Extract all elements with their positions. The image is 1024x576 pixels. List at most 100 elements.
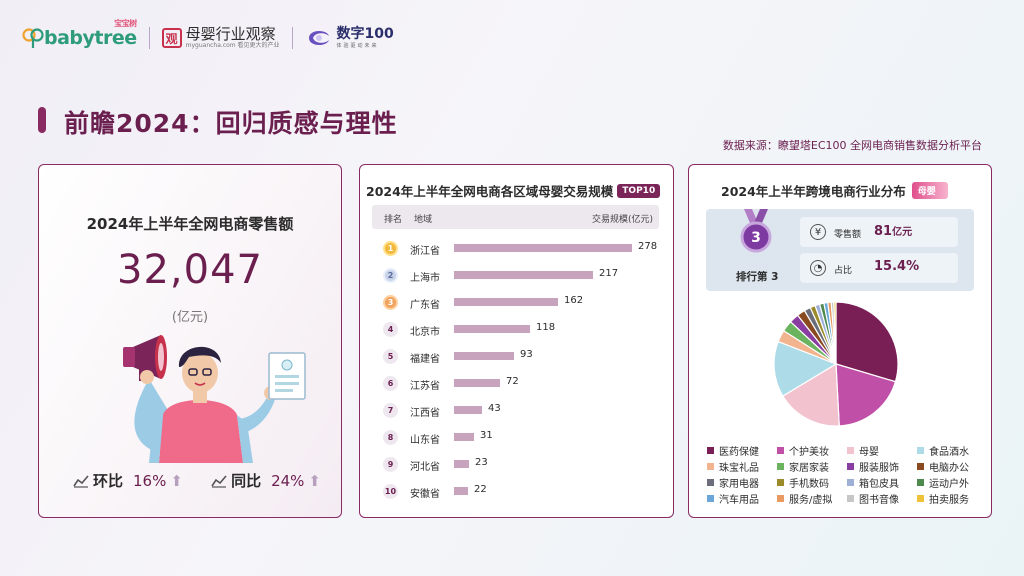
share-box: ◔ 占比 15.4%	[800, 253, 958, 283]
yoy-value: 24%	[271, 471, 305, 490]
sales-value: 81亿元	[874, 224, 913, 239]
growth-stats: 环比 16% ⬆ 同比 24% ⬆	[73, 470, 321, 491]
trend-icon	[73, 474, 89, 488]
legend-swatch	[777, 446, 784, 454]
mom-label: 环比	[93, 472, 124, 490]
rank-label: 排行第 3	[736, 271, 779, 283]
legend-swatch	[847, 446, 854, 454]
region-label: 上海市	[410, 273, 440, 284]
rank-medal-icon: 1	[383, 241, 398, 256]
bar-value-label: 118	[536, 322, 556, 333]
muying-name: 母婴行业观察	[185, 25, 276, 43]
pie-slice	[835, 301, 899, 383]
muying-summary-panel: 3 排行第 3 ¥ 零售额 81亿元 ◔ 占比 15.4%	[706, 209, 974, 291]
industry-pie-chart	[773, 301, 899, 427]
legend-label: 个护美妆	[789, 446, 829, 458]
legend-swatch	[707, 462, 714, 470]
bar-value-label: 43	[488, 403, 501, 414]
legend-item: 拍卖服务	[917, 491, 987, 506]
rank-number: 4	[383, 322, 398, 337]
header-region: 地域	[414, 215, 433, 225]
muying-seal: 观	[161, 28, 182, 48]
up-arrow-icon: ⬆	[170, 471, 183, 490]
rank-number: 6	[383, 376, 398, 391]
bar	[454, 298, 558, 306]
legend-swatch	[707, 478, 714, 486]
legend-label: 母婴	[859, 446, 879, 458]
sales-box: ¥ 零售额 81亿元	[800, 217, 958, 247]
region-label: 浙江省	[410, 246, 440, 257]
legend-item: 箱包皮具	[847, 475, 917, 490]
legend-item: 个护美妆	[777, 443, 847, 458]
region-label: 广东省	[410, 300, 440, 311]
bar	[454, 487, 468, 495]
top10-badge: TOP10	[617, 183, 661, 198]
legend-swatch	[777, 478, 784, 486]
legend-item: 母婴	[847, 443, 917, 458]
logo-divider	[291, 27, 293, 49]
legend-swatch	[707, 446, 714, 454]
rank-number: 7	[383, 403, 398, 418]
legend-label: 拍卖服务	[929, 494, 969, 506]
yoy-label: 同比	[231, 472, 262, 490]
share-value: 15.4%	[874, 259, 920, 274]
document-icon	[268, 352, 306, 400]
legend-swatch	[847, 494, 854, 502]
bar-value-label: 72	[506, 376, 519, 387]
legend-swatch	[777, 462, 784, 470]
legend-label: 家用电器	[719, 478, 759, 490]
retail-sales-unit: (亿元)	[171, 310, 209, 325]
mom-stat: 环比 16% ⬆	[73, 470, 183, 491]
ranking-row: 4 北京市 118	[360, 320, 673, 347]
babytree-icon	[22, 28, 44, 48]
legend-item: 电脑办公	[917, 459, 987, 474]
retail-sales-title: 2024年上半年全网电商零售额	[86, 215, 294, 233]
legend-label: 汽车用品	[719, 494, 759, 506]
ranking-row: 6 江苏省 72	[360, 374, 673, 401]
yuan-icon: ¥	[810, 224, 826, 240]
bar-value-label: 278	[638, 241, 658, 252]
pie-slice	[773, 340, 838, 397]
legend-item: 珠宝礼品	[707, 459, 777, 474]
regional-ranking-title: 2024年上半年全网电商各区域母婴交易规模 TOP10	[366, 181, 661, 200]
legend-item: 医药保健	[707, 443, 777, 458]
header-rank: 排名	[384, 215, 403, 225]
ranking-row: 3 广东省 162	[360, 293, 673, 320]
bar	[454, 325, 530, 333]
title-accent-bar	[38, 107, 46, 133]
region-label: 山东省	[410, 435, 440, 446]
legend-swatch	[847, 462, 854, 470]
pie-legend: 医药保健 个护美妆 母婴 食品酒水 珠宝礼品 家居家装 服装服饰 电脑办公 家用电器 手机数码 箱包…	[707, 443, 987, 506]
legend-label: 医药保健	[719, 446, 759, 458]
crossborder-title: 2024年上半年跨境电商行业分布 母婴	[721, 181, 948, 200]
legend-label: 电脑办公	[929, 462, 969, 474]
legend-label: 食品酒水	[929, 446, 969, 458]
retail-sales-value: 32,047	[117, 247, 263, 293]
muying-logo: 观 母婴行业观察 myguancha.com 看见更大的产业	[161, 25, 280, 50]
bar	[454, 379, 500, 387]
legend-item: 运动户外	[917, 475, 987, 490]
legend-label: 珠宝礼品	[719, 462, 759, 474]
legend-label: 家居家装	[789, 462, 829, 474]
region-label: 北京市	[410, 327, 440, 338]
bar-value-label: 31	[480, 430, 493, 441]
rank-number: 5	[383, 349, 398, 364]
crossborder-card: 2024年上半年跨境电商行业分布 母婴 3 排行第 3 ¥ 零售额 81亿元 ◔…	[688, 164, 992, 518]
bar	[454, 460, 469, 468]
megaphone-icon	[123, 335, 167, 381]
ranking-row: 10 安徽省 22	[360, 482, 673, 509]
region-label: 江苏省	[410, 381, 440, 392]
region-label: 河北省	[410, 462, 440, 473]
logo-bar: babytree 宝宝树 观 母婴行业观察 myguancha.com 看见更大…	[22, 19, 394, 54]
legend-swatch	[777, 494, 784, 502]
shuzi100-sub: 体验驱动未来	[336, 42, 379, 49]
legend-label: 服务/虚拟	[789, 494, 833, 506]
region-label: 江西省	[410, 408, 440, 419]
legend-swatch	[847, 478, 854, 486]
page-title: 前瞻2024：回归质感与理性	[64, 109, 398, 138]
legend-label: 服装服饰	[859, 462, 899, 474]
region-label: 福建省	[410, 354, 440, 365]
legend-swatch	[707, 494, 714, 502]
legend-item: 食品酒水	[917, 443, 987, 458]
legend-label: 运动户外	[929, 478, 969, 490]
